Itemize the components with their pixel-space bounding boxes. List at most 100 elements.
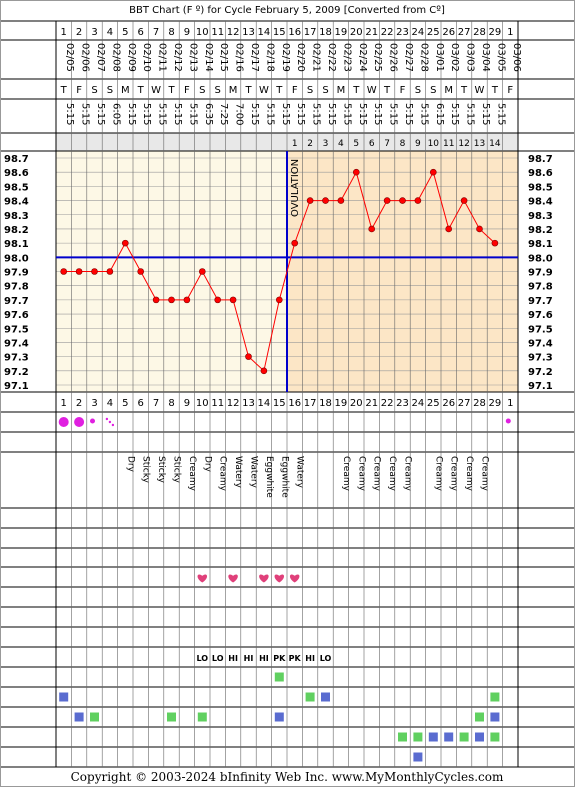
cerv-fluid-label: Creamy: [372, 456, 382, 492]
date-label: 02/06: [80, 43, 91, 72]
temperature-point: [275, 296, 283, 304]
cerv-fluid-label: Eggwhite: [264, 456, 274, 498]
cycle-day-label-bottom: 24: [412, 398, 425, 409]
period-spot-dot: [111, 423, 115, 427]
cycle-day-label: 23: [396, 27, 409, 38]
time-label: 5:15: [465, 103, 476, 125]
y-tick-label-left: 97.9: [4, 268, 29, 279]
cycle-day-label-bottom: 11: [211, 398, 224, 409]
cycle-day-label-bottom: 16: [288, 398, 301, 409]
temperature-point: [122, 239, 129, 247]
cycle-day-label: 25: [427, 27, 440, 38]
cycle-day-label-bottom: 19: [335, 398, 348, 409]
dpo-label: 6: [369, 139, 375, 149]
weekday-label: M: [444, 85, 453, 96]
fertmon-reading: HI: [259, 654, 269, 663]
weekday-label: S: [322, 85, 328, 96]
y-tick-label-right: 97.7: [528, 296, 553, 307]
weekday-label: M: [121, 85, 130, 96]
date-label: 03/06: [511, 43, 522, 72]
headache-marker: [90, 712, 99, 722]
time-label: 5:15: [403, 103, 414, 125]
date-label: 02/08: [110, 43, 121, 72]
fertmon-reading: PK: [289, 654, 302, 663]
headache-marker: [167, 712, 176, 722]
copyright: Copyright © 2003-2024 bInfinity Web Inc.…: [71, 770, 504, 784]
cycle-day-label-bottom: 26: [442, 398, 455, 409]
ovulation-label: OVULATION: [290, 159, 301, 217]
date-label: 02/10: [141, 43, 152, 72]
y-tick-label-right: 97.6: [528, 310, 553, 321]
y-tick-label-left: 97.6: [4, 310, 29, 321]
y-tick-label-right: 98.1: [528, 239, 553, 250]
weekday-label: T: [60, 85, 68, 96]
y-tick-label-left: 97.2: [4, 367, 29, 378]
cycle-day-label-bottom: 6: [138, 398, 144, 409]
date-label: 02/24: [357, 43, 368, 72]
temperature-point: [414, 197, 422, 204]
date-label: 02/26: [388, 43, 399, 72]
cerv-fluid-label: Sticky: [172, 456, 182, 484]
fertmon-reading: HI: [244, 654, 254, 663]
period-spot-dot: [105, 417, 109, 421]
cycle-day-label: 19: [335, 27, 348, 38]
weekday-label: T: [491, 85, 499, 96]
period-light-dot: [505, 418, 511, 424]
cycle-day-label: 14: [258, 27, 271, 38]
temperature-point: [322, 197, 329, 204]
cycle-day-label: 28: [473, 27, 486, 38]
temperature-point: [306, 197, 314, 204]
cycle-day-label-bottom: 17: [304, 398, 317, 409]
y-tick-label-right: 97.5: [528, 324, 553, 335]
time-label: 5:15: [80, 103, 91, 125]
time-label: 5:15: [357, 103, 368, 125]
temperature-point: [429, 168, 437, 176]
date-label: 02/05: [64, 43, 75, 72]
time-label: 5:15: [495, 103, 506, 125]
weekday-label: S: [215, 85, 221, 96]
chart-title: BBT Chart (F º) for Cycle February 5, 20…: [129, 5, 445, 16]
cerv-fluid-label: Eggwhite: [279, 456, 289, 498]
temperature-point: [199, 268, 206, 275]
cerv-fluid-label: Watery: [249, 456, 259, 489]
date-label: 02/09: [126, 43, 137, 72]
bd-heart-icon: [289, 574, 300, 583]
time-label: 5:15: [388, 103, 399, 125]
cycle-day-label-bottom: 1: [61, 398, 67, 409]
temperature-point: [75, 268, 83, 275]
date-label: 02/25: [372, 43, 383, 72]
temperature-point: [168, 296, 175, 304]
cycle-day-label: 27: [458, 27, 471, 38]
y-tick-label-right: 97.1: [528, 381, 553, 392]
time-label: 6:05: [110, 103, 121, 125]
dpo-label: 4: [338, 139, 344, 149]
y-tick-label-left: 97.7: [4, 296, 29, 307]
cerv-fluid-label: Creamy: [449, 456, 459, 492]
cycle-day-label: 17: [304, 27, 317, 38]
cycle-day-label: 11: [211, 27, 224, 38]
weekday-label: S: [430, 85, 436, 96]
dpo-label: 5: [353, 139, 359, 149]
cycle-day-label-bottom: 18: [319, 398, 332, 409]
cycle-day-label: 26: [442, 27, 455, 38]
weekday-label: S: [91, 85, 97, 96]
weekday-label: W: [151, 85, 161, 96]
cramps-marker: [490, 692, 500, 702]
temperature-point: [460, 197, 468, 204]
cycle-day-label: 4: [107, 27, 113, 38]
dpo-label: 10: [428, 139, 440, 149]
cycle-day-label-bottom: 25: [427, 398, 440, 409]
y-tick-label-left: 97.3: [4, 353, 29, 364]
cycle-day-label-bottom: 12: [227, 398, 240, 409]
ov-pain-marker: [274, 672, 284, 682]
date-label: 03/01: [434, 43, 445, 72]
cycle-day-label: 18: [319, 27, 332, 38]
cycle-day-label-bottom: 14: [258, 398, 271, 409]
bd-heart-icon: [228, 574, 238, 583]
weekday-label: S: [199, 85, 205, 96]
temperature-point: [368, 225, 376, 233]
time-label: 5:15: [141, 103, 152, 125]
weekday-label: T: [383, 85, 391, 96]
time-label: 5:15: [172, 103, 183, 125]
